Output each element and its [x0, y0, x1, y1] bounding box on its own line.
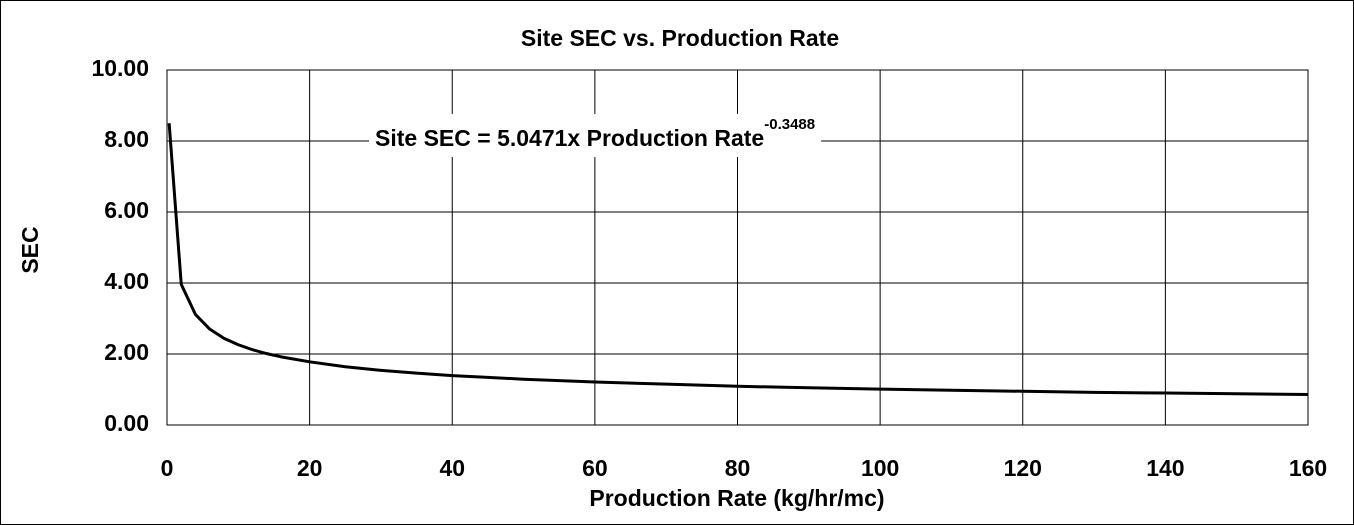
y-tick-label: 10.00	[91, 55, 149, 81]
x-tick-label: 60	[582, 455, 608, 481]
y-tick-label: 2.00	[104, 339, 149, 365]
annotation-main: Site SEC = 5.0471x Production Rate	[375, 125, 764, 151]
y-tick-label: 8.00	[104, 126, 149, 152]
chart-title: Site SEC vs. Production Rate	[521, 25, 839, 51]
y-axis-label: SEC	[17, 226, 43, 273]
annotation: Site SEC = 5.0471x Production Rate-0.348…	[369, 113, 822, 158]
x-tick-label: 80	[725, 455, 751, 481]
y-tick-label: 4.00	[104, 268, 149, 294]
x-tick-label: 20	[297, 455, 323, 481]
x-tick-label: 160	[1289, 455, 1327, 481]
x-tick-label: 140	[1146, 455, 1184, 481]
x-tick-label: 100	[861, 455, 899, 481]
annotation-text: Site SEC = 5.0471x Production Rate-0.348…	[375, 116, 815, 151]
x-tick-label: 0	[161, 455, 174, 481]
annotation-superscript: -0.3488	[764, 116, 815, 133]
x-tick-label: 40	[439, 455, 465, 481]
annotation-background	[369, 113, 822, 158]
y-tick-label: 6.00	[104, 197, 149, 223]
x-axis-label: Production Rate (kg/hr/mc)	[589, 485, 884, 511]
data-line	[167, 123, 1309, 396]
x-tick-label: 120	[1004, 455, 1042, 481]
y-tick-label: 0.00	[104, 410, 149, 436]
